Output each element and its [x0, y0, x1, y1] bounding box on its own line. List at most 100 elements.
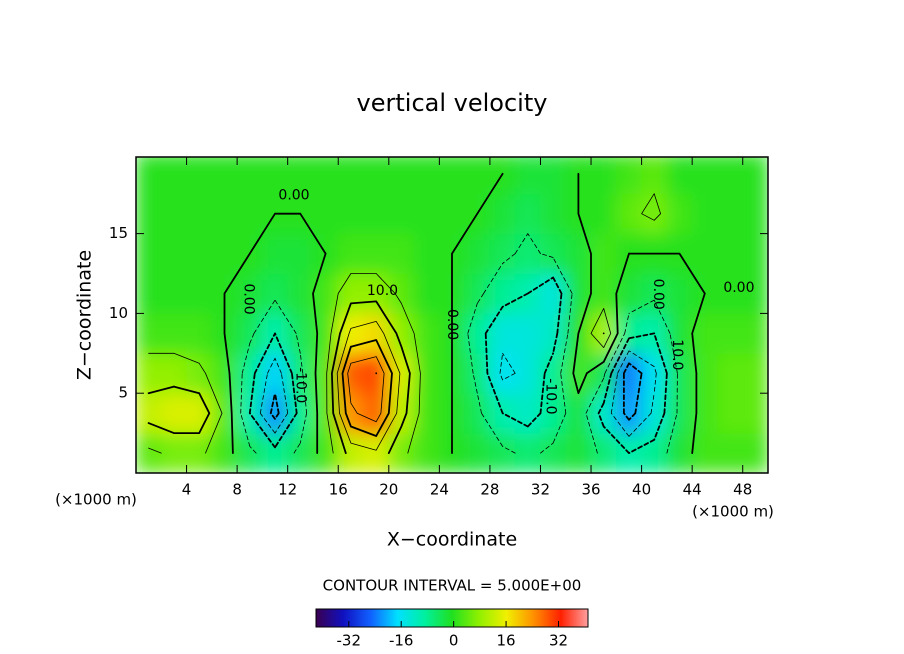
field-cell	[742, 233, 768, 275]
field-cell	[590, 233, 617, 275]
field-cell	[136, 157, 162, 195]
field-cell	[691, 157, 718, 195]
field-cell	[136, 233, 162, 275]
contour-label: 0.00	[240, 283, 256, 314]
y-tick-label: 10	[109, 304, 128, 322]
field-cell	[388, 233, 415, 275]
field-cell	[211, 392, 238, 434]
field-cell	[464, 392, 491, 434]
contour-label: -10.0	[292, 367, 308, 403]
field-cell	[287, 273, 314, 314]
field-cell	[615, 157, 643, 195]
field-cell	[312, 157, 339, 195]
field-cell	[742, 392, 768, 434]
contour-line	[148, 193, 661, 454]
field-cell	[514, 193, 541, 235]
field-cell	[261, 352, 289, 394]
field-cell	[641, 273, 668, 314]
field-cell	[514, 432, 541, 473]
field-cell	[186, 312, 213, 354]
field-cell	[312, 193, 339, 235]
field-cell	[590, 352, 617, 394]
contour-line	[223, 172, 706, 454]
field-cell	[413, 432, 440, 473]
field-cell	[160, 352, 188, 394]
field-cell	[691, 312, 718, 354]
field-cell	[641, 193, 668, 235]
chart-title: vertical velocity	[357, 89, 548, 117]
field-cell	[236, 352, 263, 394]
field-cell	[539, 432, 567, 473]
field-cell	[565, 273, 592, 314]
field-cell	[186, 193, 213, 235]
contour-label: 0.00	[650, 279, 666, 310]
field-cell	[211, 233, 238, 275]
field-cell	[261, 432, 289, 473]
field-cell	[388, 157, 415, 195]
field-cell	[287, 312, 314, 354]
x-tick-label: 16	[329, 481, 348, 499]
x-unit-label: (×1000 m)	[55, 491, 137, 509]
contour-line	[259, 350, 657, 437]
field-cell	[565, 432, 592, 473]
field-cell	[514, 392, 541, 434]
contour-label: 10.0	[669, 339, 685, 370]
field-cell	[489, 193, 516, 235]
field-cell	[464, 432, 491, 473]
x-axis-label: X−coordinate	[387, 529, 517, 551]
field-cell	[160, 312, 188, 354]
field-cell	[565, 392, 592, 434]
field-cell	[363, 432, 390, 473]
field-cell	[716, 392, 744, 434]
field-cell	[261, 157, 289, 195]
field-cell	[236, 273, 263, 314]
field-cell	[186, 233, 213, 275]
x-tick-label: 28	[480, 481, 499, 499]
contour-line	[341, 339, 393, 437]
field-cell	[160, 233, 188, 275]
y-tick-label: 15	[109, 224, 128, 242]
field-cell	[539, 157, 567, 195]
field-cell	[136, 193, 162, 235]
field-cell	[590, 273, 617, 314]
x-tick-label: 48	[733, 481, 752, 499]
field-cell	[590, 157, 617, 195]
field-cell	[413, 392, 440, 434]
field-cell	[615, 312, 643, 354]
field-cell	[287, 157, 314, 195]
field-cell	[539, 312, 567, 354]
field-cell	[337, 193, 365, 235]
contour-interval-label: CONTOUR INTERVAL = 5.000E+00	[323, 577, 582, 595]
field-cell	[186, 273, 213, 314]
x-tick-label: 44	[683, 481, 702, 499]
field	[136, 157, 768, 473]
plot-frame	[135, 156, 769, 474]
field-cell	[236, 193, 263, 235]
field-cells	[136, 157, 768, 473]
field-cell	[211, 157, 238, 195]
field-cell	[514, 352, 541, 394]
field-cell	[666, 157, 693, 195]
contour-line	[347, 356, 385, 423]
field-cell	[489, 352, 516, 394]
field-cell	[716, 233, 744, 275]
field-cell	[438, 157, 466, 195]
field-cell	[160, 157, 188, 195]
x-tick-label: 36	[581, 481, 600, 499]
field-cell	[388, 193, 415, 235]
field-cell	[413, 193, 440, 235]
field-cell	[136, 432, 162, 473]
field-cell	[590, 432, 617, 473]
field-cell	[136, 312, 162, 354]
field-cell	[236, 432, 263, 473]
field-cell	[363, 157, 390, 195]
field-cell	[514, 312, 541, 354]
x-tick-label: 4	[182, 481, 192, 499]
colorbar	[315, 608, 589, 628]
contour-line	[147, 300, 605, 454]
field-cell	[261, 273, 289, 314]
x-tick-label: 20	[379, 481, 398, 499]
field-cell	[539, 233, 567, 275]
field-cell	[489, 432, 516, 473]
